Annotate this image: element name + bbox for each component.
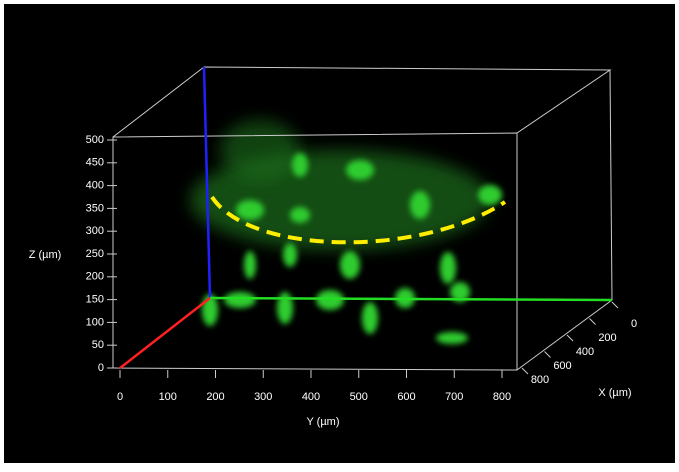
x-tick	[544, 351, 551, 358]
boundary-curve	[210, 195, 507, 245]
z-tick-label: 50	[92, 339, 104, 351]
z-tick-label: 150	[86, 294, 104, 306]
y-tick-label: 0	[117, 391, 123, 403]
x-tick-label: 0	[631, 318, 637, 330]
z-tick-label: 350	[86, 202, 104, 214]
z-axis-line	[202, 66, 212, 299]
y-tick-label: 800	[493, 391, 511, 403]
x-tick-label: 400	[576, 346, 594, 358]
x-tick-label: 800	[531, 374, 549, 386]
x-tick	[566, 334, 574, 342]
y-tick-label: 300	[254, 391, 272, 403]
x-axis-line	[119, 297, 211, 369]
x-tick-label: 200	[598, 332, 616, 344]
x-tick	[521, 367, 529, 375]
z-tick-label: 200	[86, 271, 104, 283]
x-tick-label: 600	[553, 360, 571, 372]
x-tick	[611, 301, 619, 309]
y-tick-label: 100	[159, 391, 177, 403]
y-tick-label: 700	[445, 391, 463, 403]
z-tick-label: 400	[86, 180, 104, 192]
y-tick-label: 400	[302, 391, 320, 403]
z-tick-label: 0	[98, 362, 104, 374]
y-axis-line	[209, 296, 613, 302]
x-tick	[589, 318, 596, 325]
z-tick-label: 100	[86, 316, 104, 328]
z-axis-label: Z (µm)	[29, 249, 62, 261]
top-face	[112, 66, 612, 138]
z-tick-label: 300	[86, 225, 104, 237]
y-tick-label: 200	[206, 391, 224, 403]
y-tick-label: 500	[350, 391, 368, 403]
y-axis-label: Y (µm)	[306, 416, 339, 428]
z-tick-label: 500	[86, 134, 104, 146]
z-tick-label: 450	[86, 157, 104, 169]
z-tick-label: 250	[86, 248, 104, 260]
x-axis-label: X (µm)	[598, 387, 631, 399]
ticks: 0 50 100 150 200 250 300 350 400 450 500 0 100 200 300…	[86, 134, 637, 403]
y-tick-label: 600	[397, 391, 415, 403]
